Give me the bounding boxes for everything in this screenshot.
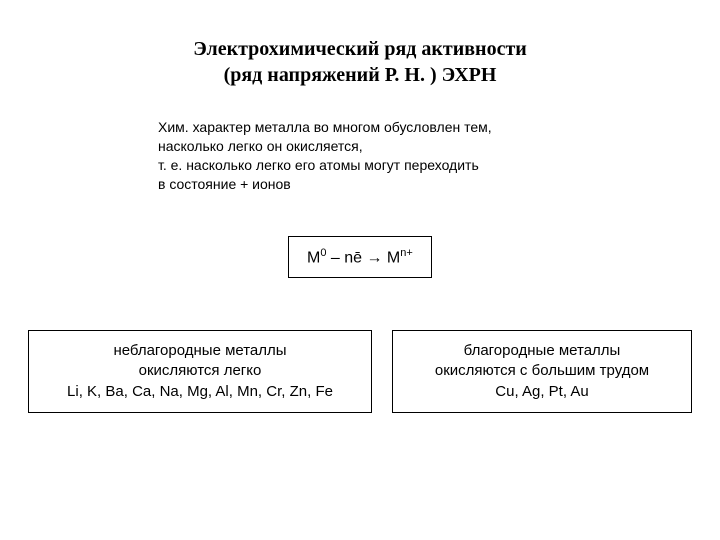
eq-M2: М [382, 249, 400, 266]
description-paragraph: Хим. характер металла во многом обусловл… [158, 118, 618, 194]
left-line-3: Li, K, Ba, Ca, Na, Mg, Al, Mn, Cr, Zn, F… [67, 383, 333, 400]
noble-metals-box: благородные металлы окисляются с большим… [392, 330, 692, 413]
eq-M: М [307, 249, 320, 266]
title-line-2: (ряд напряжений Р. Н. ) ЭХРН [224, 64, 497, 86]
slide-title: Электрохимический ряд активности (ряд на… [0, 36, 720, 88]
right-line-3: Cu, Ag, Pt, Au [495, 383, 588, 400]
left-line-2: окисляются легко [139, 362, 262, 379]
para-line-1: Хим. характер металла во многом обусловл… [158, 119, 492, 135]
left-line-1: неблагородные металлы [113, 342, 286, 359]
eq-sup-nplus: n+ [400, 247, 413, 259]
arrow-icon: → [366, 249, 382, 266]
para-line-2: насколько легко он окисляется, [158, 138, 363, 154]
title-line-1: Электрохимический ряд активности [193, 38, 527, 60]
para-line-3: т. е. насколько легко его атомы могут пе… [158, 157, 479, 173]
para-line-4: в состояние + ионов [158, 176, 291, 192]
base-metals-box: неблагородные металлы окисляются легко L… [28, 330, 372, 413]
eq-minus-ne: – nē [326, 249, 366, 266]
right-line-1: благородные металлы [464, 342, 621, 359]
categories-row: неблагородные металлы окисляются легко L… [28, 330, 692, 413]
equation-box: М0 – nē → Мn+ [288, 236, 432, 278]
right-line-2: окисляются с большим трудом [435, 362, 649, 379]
